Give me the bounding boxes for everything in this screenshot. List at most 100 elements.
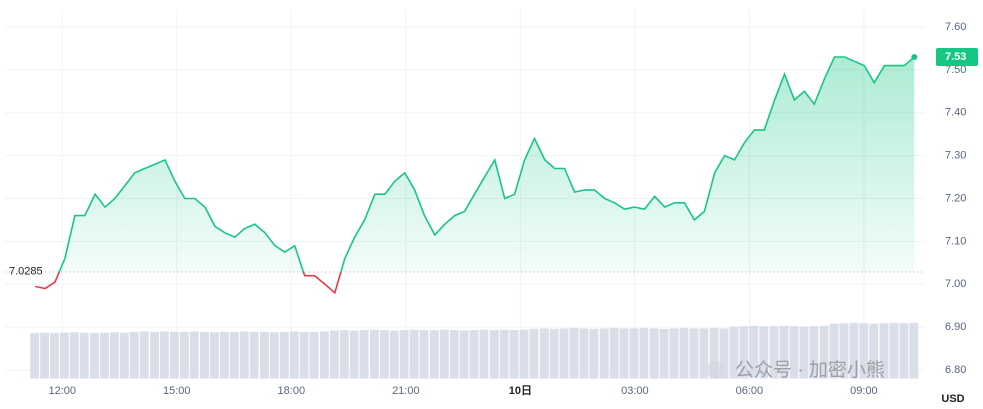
volume-bar xyxy=(30,333,40,379)
volume-bar xyxy=(459,330,469,379)
volume-bar xyxy=(109,332,119,379)
x-tick-label: 15:00 xyxy=(163,385,191,397)
volume-bar xyxy=(319,331,329,379)
y-tick-label: 7.30 xyxy=(945,150,966,162)
x-tick-label: 09:00 xyxy=(850,385,878,397)
volume-bar xyxy=(549,328,559,379)
volume-bar xyxy=(50,333,59,379)
volume-bar xyxy=(599,328,609,379)
volume-bar xyxy=(40,332,50,379)
last-dot xyxy=(911,54,918,61)
volume-bar xyxy=(739,326,749,379)
volume-bar xyxy=(659,328,669,379)
volume-bar xyxy=(829,323,839,379)
volume-bar xyxy=(129,331,139,379)
volume-bar xyxy=(299,331,309,379)
volume-bar xyxy=(209,332,219,379)
volume-bar xyxy=(100,332,109,379)
volume-bar xyxy=(69,332,79,379)
volume-bar xyxy=(529,328,539,379)
volume-bar xyxy=(859,323,869,379)
volume-bar xyxy=(689,328,699,379)
volume-bar xyxy=(269,332,279,379)
volume-bar xyxy=(469,330,479,379)
price-tag-label: 7.53 xyxy=(945,51,966,63)
volume-bar xyxy=(719,328,729,379)
y-tick-label: 6.80 xyxy=(945,364,966,376)
volume-bar xyxy=(909,322,919,379)
y-tick-label: 7.00 xyxy=(945,278,966,290)
volume-bar xyxy=(419,330,429,379)
volume-bar xyxy=(839,323,849,379)
volume-bar xyxy=(669,328,679,379)
volume-bar xyxy=(789,326,799,379)
volume-bar xyxy=(629,328,639,379)
volume-bar xyxy=(639,327,649,379)
volume-bar xyxy=(769,326,779,379)
y-tick-label: 7.40 xyxy=(945,107,966,119)
volume-bar xyxy=(749,325,759,379)
volume-bar xyxy=(609,327,619,379)
volume-bar xyxy=(139,331,149,379)
volume-bar xyxy=(369,329,379,379)
area xyxy=(59,57,915,273)
volume-bar xyxy=(699,328,709,379)
watermark: 公众号 · 加密小熊 xyxy=(735,359,885,381)
volume-bar xyxy=(379,330,389,379)
x-tick-label: 06:00 xyxy=(736,385,764,397)
volume-bar xyxy=(59,332,69,379)
volume-bar xyxy=(429,330,439,379)
volume-bar xyxy=(119,332,129,379)
volume-bar xyxy=(579,328,589,379)
price-line xyxy=(58,56,915,273)
volume-bar xyxy=(799,326,809,379)
volume-bar xyxy=(649,328,659,379)
x-tick-label: 03:00 xyxy=(621,385,649,397)
volume-bar xyxy=(189,331,199,379)
volume-bar xyxy=(409,329,419,379)
volume-bar xyxy=(339,330,349,379)
volume-bar xyxy=(229,331,239,379)
volume-bar xyxy=(489,330,499,379)
volume-bar xyxy=(169,331,179,379)
volume-bar xyxy=(709,327,719,379)
volume-bar xyxy=(869,323,879,379)
volume-bar xyxy=(439,329,449,379)
volume-bar xyxy=(879,323,889,379)
volume-bar xyxy=(889,322,899,379)
volume-bar xyxy=(499,329,509,379)
volume-bar xyxy=(819,325,829,379)
volume-bar xyxy=(179,331,189,379)
volume-bar xyxy=(559,328,569,379)
volume-bar xyxy=(219,331,229,379)
volume-bar xyxy=(150,331,159,379)
volume-bar xyxy=(279,331,289,379)
volume-bar xyxy=(309,331,319,379)
y-tick-label: 7.50 xyxy=(945,64,966,76)
volume-bar xyxy=(399,330,409,379)
volume-bar xyxy=(479,329,489,379)
volume-bar xyxy=(679,327,689,379)
volume-bar xyxy=(260,331,269,379)
volume-bar xyxy=(249,331,259,379)
price-tag xyxy=(936,48,978,67)
volume-bar xyxy=(519,329,529,379)
volume-bar xyxy=(239,331,249,379)
volume-bar xyxy=(159,331,169,379)
volume-bar xyxy=(90,333,100,379)
volume-bar xyxy=(729,326,739,379)
volume-bar xyxy=(759,326,769,379)
baseline-label: 7.0285 xyxy=(9,265,43,277)
x-tick-label: 21:00 xyxy=(392,385,420,397)
volume-bar xyxy=(349,330,359,379)
volume-bar xyxy=(809,326,819,379)
volume-bar xyxy=(589,328,599,379)
x-tick-label: 18:00 xyxy=(278,385,306,397)
y-tick-label: 7.20 xyxy=(945,192,966,204)
volume-bar xyxy=(389,330,399,379)
volume-bar xyxy=(539,328,549,379)
volume-bar xyxy=(619,328,629,379)
volume-bar xyxy=(359,330,369,379)
x-tick-label: 12:00 xyxy=(48,385,76,397)
